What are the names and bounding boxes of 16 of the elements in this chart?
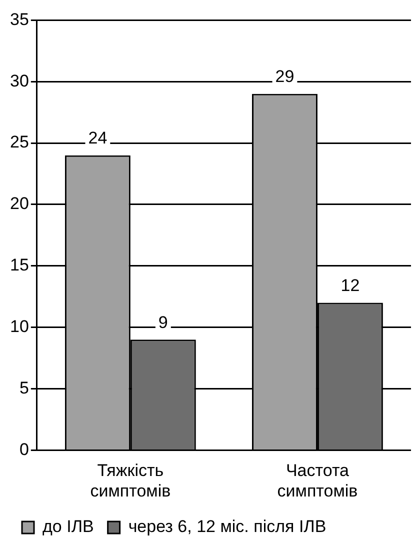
legend-label: до ІЛВ bbox=[42, 517, 94, 536]
y-tick-label: 25 bbox=[10, 132, 29, 152]
y-tick-label: 20 bbox=[10, 194, 29, 214]
x-tick-label: Тяжкість симптомів bbox=[90, 461, 171, 500]
x-tick-label: Частота симптомів bbox=[277, 461, 358, 500]
data-label: 12 bbox=[340, 276, 360, 295]
y-tick-label: 15 bbox=[10, 256, 29, 275]
y-tick-label: 10 bbox=[10, 317, 29, 336]
y-tick-label: 5 bbox=[19, 378, 29, 398]
data-label: 9 bbox=[158, 312, 168, 332]
legend-label: через 6, 12 міс. після ІЛВ bbox=[128, 517, 326, 536]
data-label: 29 bbox=[275, 67, 294, 86]
data-label: 24 bbox=[88, 128, 108, 148]
y-tick-label: 30 bbox=[10, 71, 29, 90]
y-tick-label: 35 bbox=[10, 10, 29, 29]
y-tick-label: 0 bbox=[19, 440, 29, 459]
